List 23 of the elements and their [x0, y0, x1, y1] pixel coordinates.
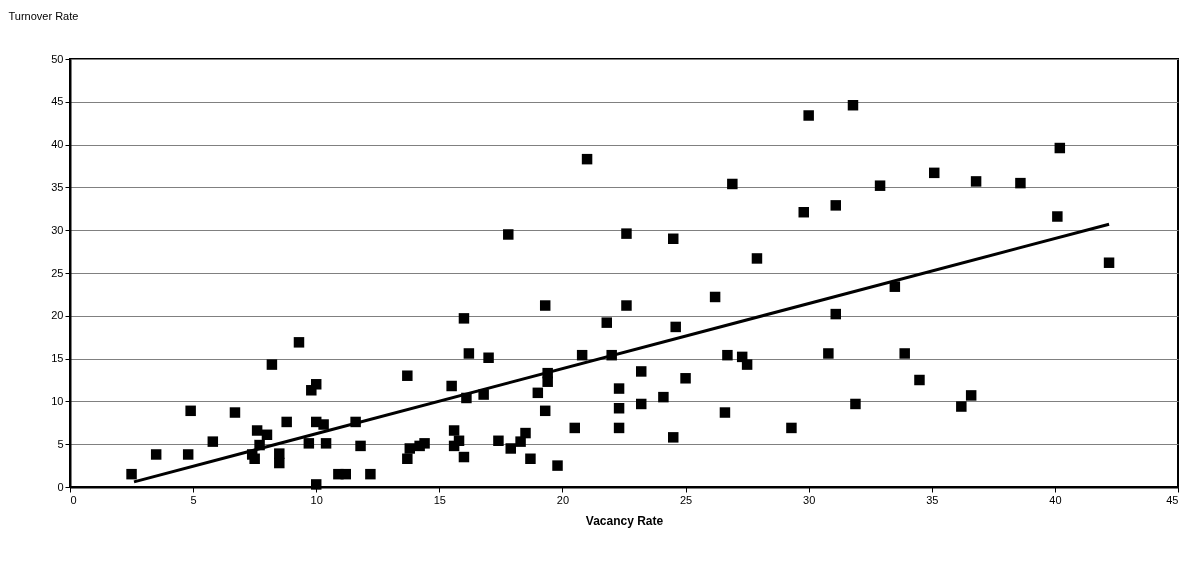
y-tick-label: 25: [51, 266, 64, 279]
y-tick-label: 40: [51, 138, 64, 151]
x-axis-title: Vacancy Rate: [585, 513, 664, 528]
y-tick-label: 5: [57, 437, 64, 450]
y-tick-label: 10: [51, 394, 64, 407]
y-tick-label: 30: [51, 223, 64, 236]
x-tick-label: 25: [679, 493, 693, 506]
y-tick-label: 0: [57, 480, 64, 493]
x-tick-label: 40: [1049, 493, 1062, 506]
y-axis-title: Turnover Rate: [8, 9, 79, 22]
x-tick-label: 45: [1166, 493, 1179, 506]
x-tick-label: 10: [310, 493, 323, 506]
y-tick-label: 15: [51, 352, 64, 365]
y-tick-label: 50: [51, 52, 64, 65]
x-tick-label: 30: [803, 493, 816, 506]
y-tick-label: 45: [51, 95, 64, 108]
x-tick-label: 5: [190, 493, 197, 506]
x-tick-label: 15: [433, 493, 446, 506]
x-tick-label: 20: [556, 493, 570, 506]
y-tick-label: 20: [51, 309, 64, 322]
x-tick-label: 0: [70, 493, 77, 506]
y-tick-label: 35: [51, 180, 64, 193]
x-tick-label: 35: [926, 493, 939, 506]
